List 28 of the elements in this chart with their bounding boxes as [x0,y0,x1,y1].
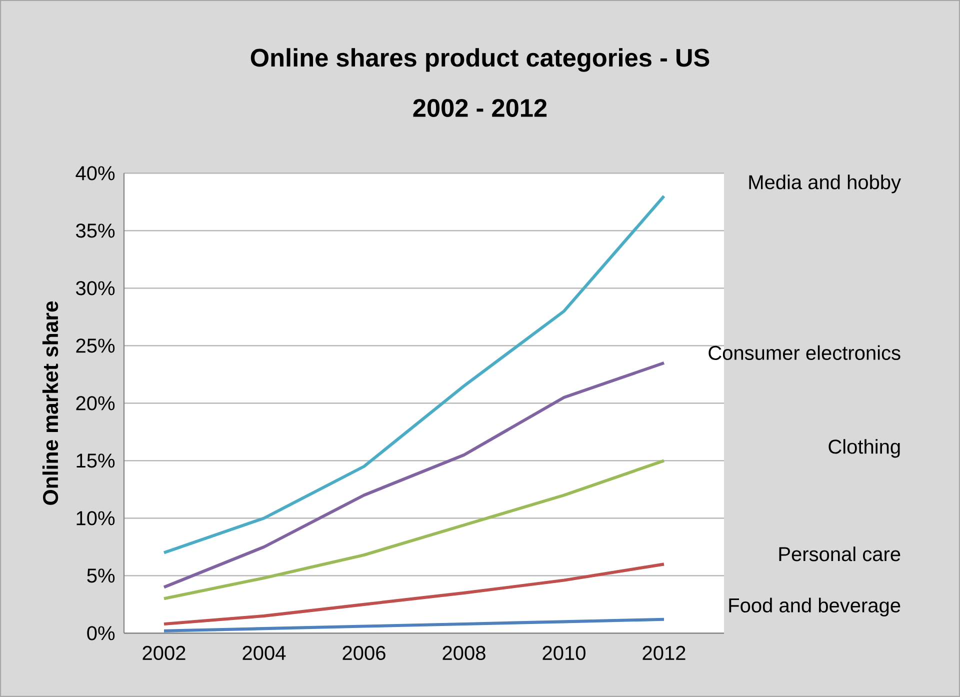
y-tick-label: 25% [76,338,115,353]
x-tick-label: 2012 [642,646,686,660]
y-tick-label: 10% [76,511,115,526]
x-tick-label: 2002 [142,646,186,660]
y-tick-label: 0% [87,626,115,640]
chart-title: Online shares product categories - US [250,48,710,72]
y-tick-label: 40% [76,166,115,180]
y-tick-label: 15% [76,454,115,468]
line-series [162,459,666,600]
line-series [162,562,666,626]
y-tick-label: 20% [76,396,115,410]
line-series [162,361,666,589]
text: Personal care [779,546,900,562]
text: Consumer electronics [708,345,900,360]
text: Clothing [828,439,900,458]
chart-subtitle: 2002 - 2012 [413,99,547,117]
x-tick-label: 2004 [242,646,286,660]
x-tick-label: 2006 [342,646,386,660]
line-series [162,194,666,554]
text: Food and beverage [729,598,900,616]
text: Media and hobby [749,174,901,194]
y-tick-label: 35% [76,224,115,238]
x-tick-label: 2008 [442,646,486,660]
line-series [162,618,666,632]
x-tick-label: 2010 [542,646,586,660]
y-tick-label: 30% [76,281,115,296]
y-axis-title: Online market share [42,301,58,505]
y-tick-label: 5% [87,568,115,583]
